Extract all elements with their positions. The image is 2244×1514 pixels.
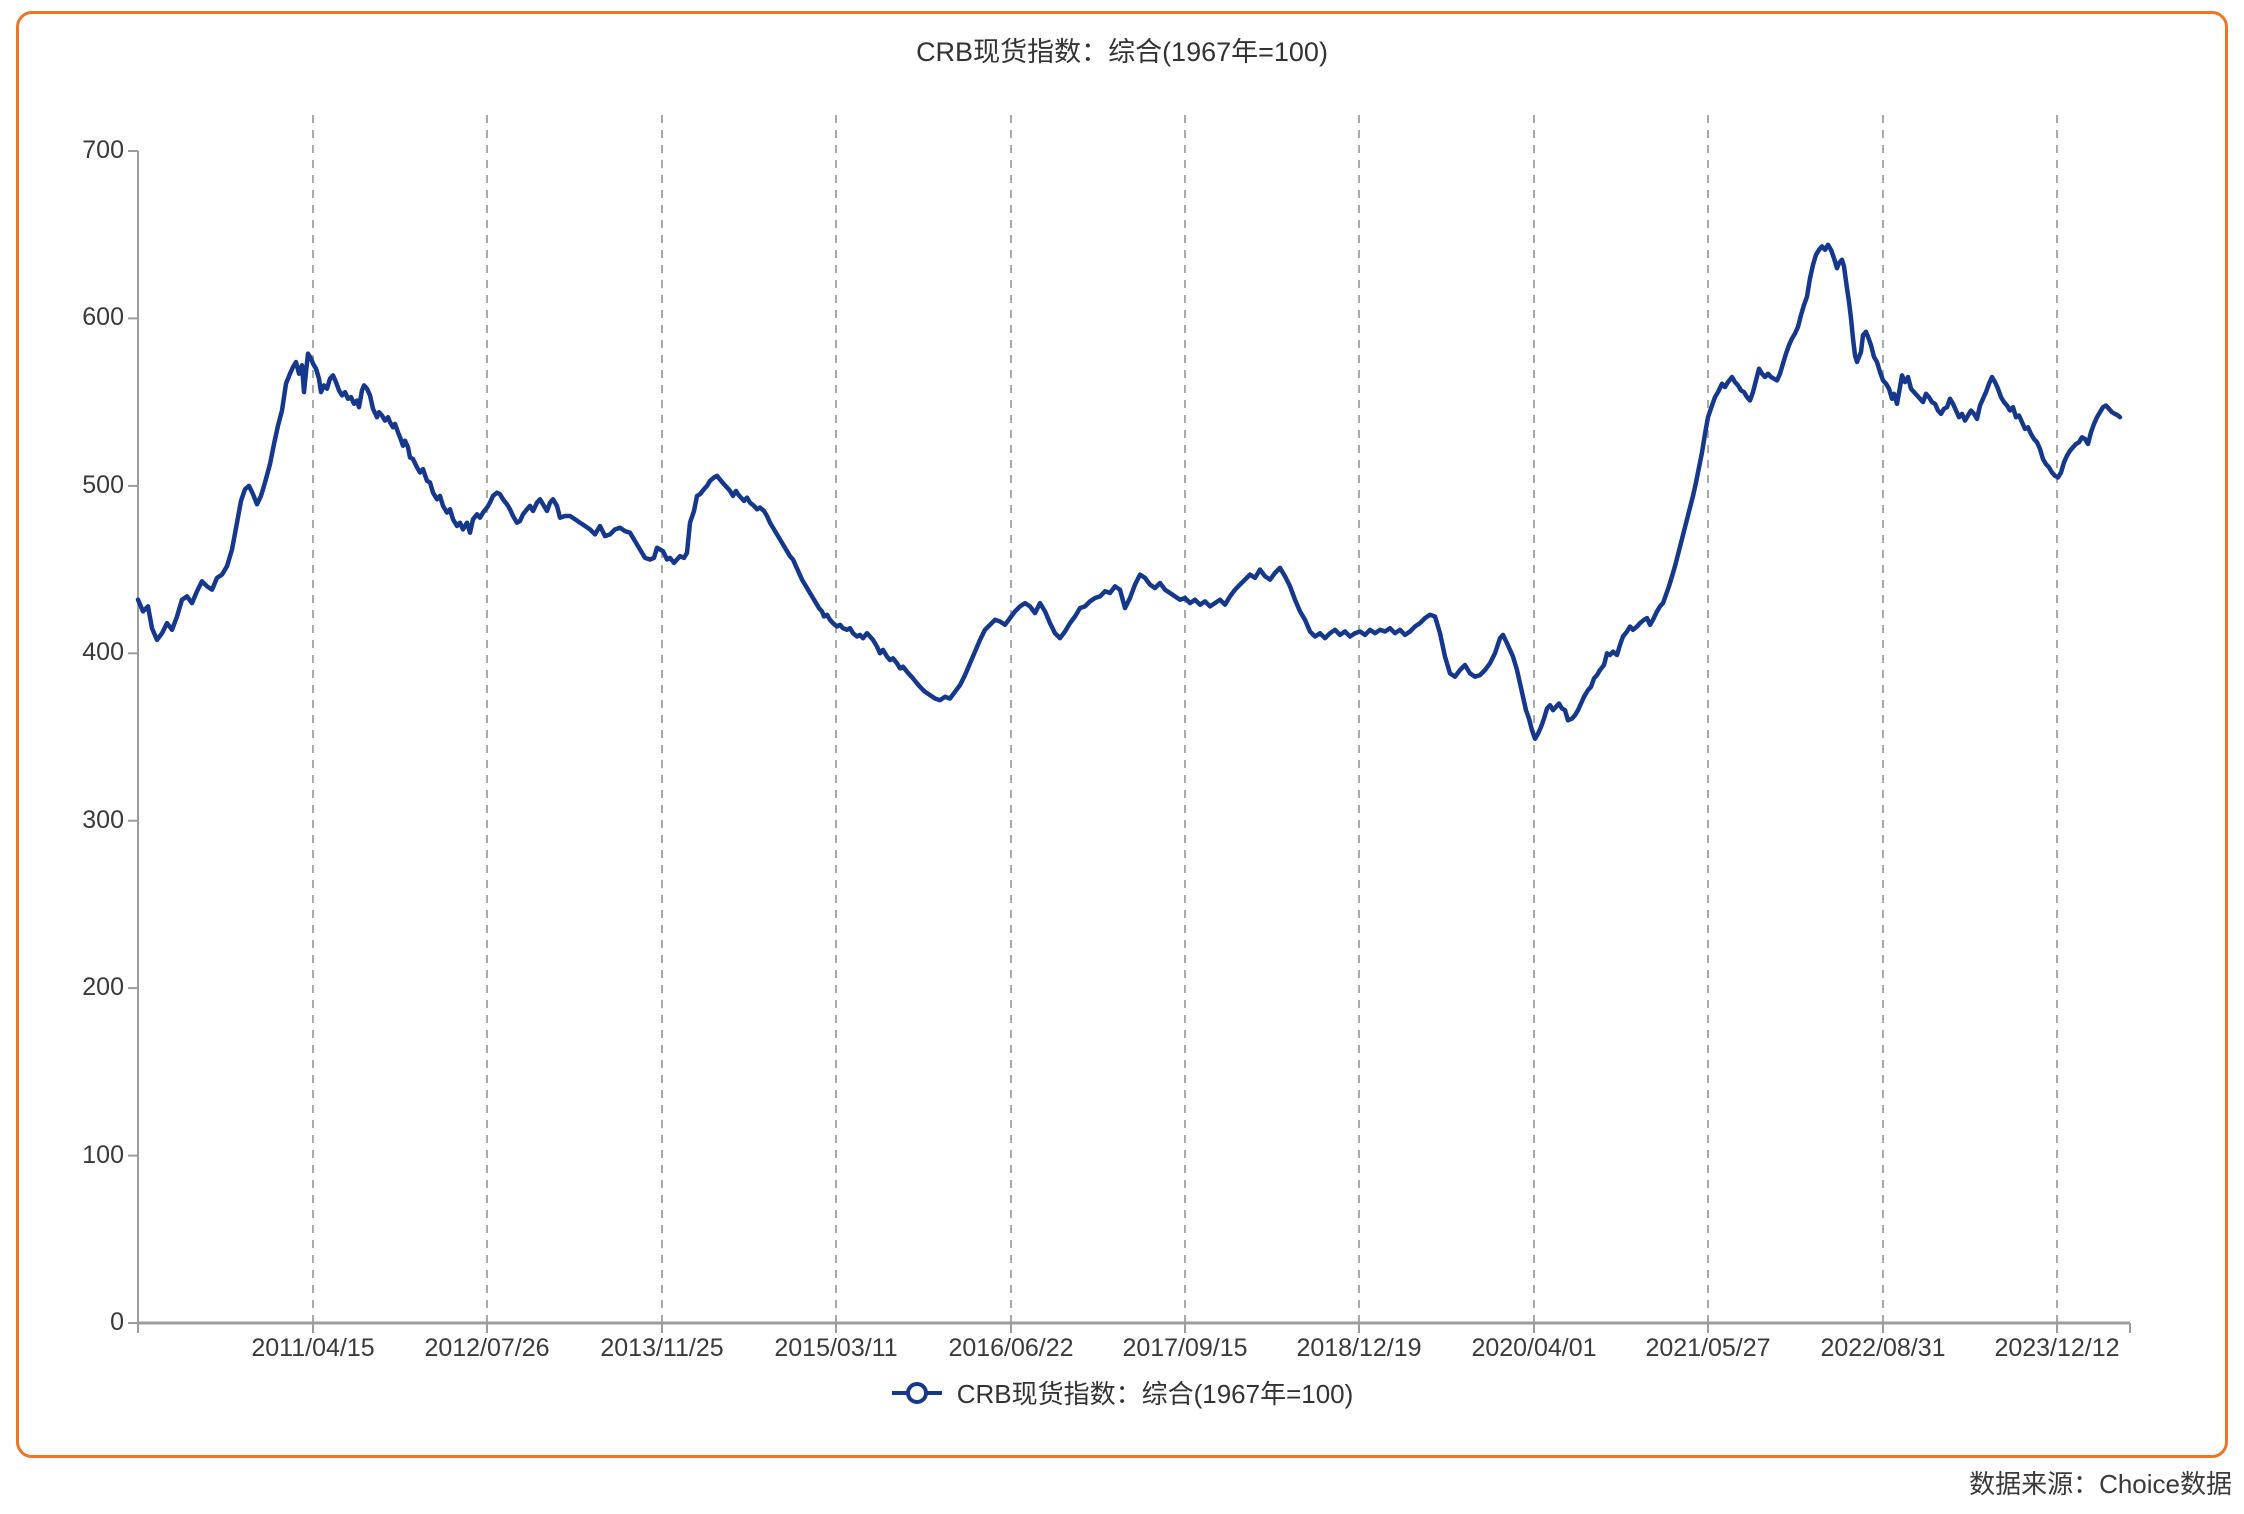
x-tick-label: 2017/09/15 bbox=[1122, 1334, 1248, 1362]
y-tick-label: 100 bbox=[82, 1140, 124, 1169]
y-tick-label: 200 bbox=[82, 973, 124, 1002]
y-tick-label: 300 bbox=[82, 805, 124, 834]
y-tick-label: 400 bbox=[82, 638, 124, 667]
legend-label: CRB现货指数：综合(1967年=100) bbox=[956, 1379, 1354, 1409]
x-tick-label: 2015/03/11 bbox=[774, 1334, 898, 1362]
x-tick-label: 2020/04/01 bbox=[1471, 1334, 1597, 1362]
x-tick-label: 2011/04/15 bbox=[251, 1334, 375, 1362]
x-tick-label: 2018/12/19 bbox=[1296, 1334, 1422, 1362]
y-tick-label: 500 bbox=[82, 470, 124, 499]
x-tick-label: 2012/07/26 bbox=[424, 1334, 550, 1362]
y-tick-label: 0 bbox=[110, 1308, 124, 1336]
legend: CRB现货指数：综合(1967年=100) bbox=[16, 1374, 2228, 1411]
chart-title: CRB现货指数：综合(1967年=100) bbox=[916, 37, 1328, 67]
x-tick-label: 2021/05/27 bbox=[1645, 1334, 1771, 1362]
x-tick-label: 2013/11/25 bbox=[600, 1334, 724, 1362]
y-tick-label: 600 bbox=[82, 303, 124, 332]
y-tick-label: 700 bbox=[82, 136, 124, 164]
x-tick-label: 2016/06/22 bbox=[948, 1334, 1074, 1362]
data-source-note: 数据来源：Choice数据 bbox=[1969, 1469, 2232, 1499]
x-tick-label: 2022/08/31 bbox=[1820, 1334, 1946, 1362]
x-tick-label: 2023/12/12 bbox=[1994, 1334, 2120, 1362]
legend-item[interactable]: CRB现货指数：综合(1967年=100) bbox=[891, 1374, 1354, 1411]
chart-border bbox=[16, 11, 2228, 1458]
legend-line-circle-icon bbox=[891, 1381, 942, 1404]
series-line bbox=[135, 242, 2123, 741]
